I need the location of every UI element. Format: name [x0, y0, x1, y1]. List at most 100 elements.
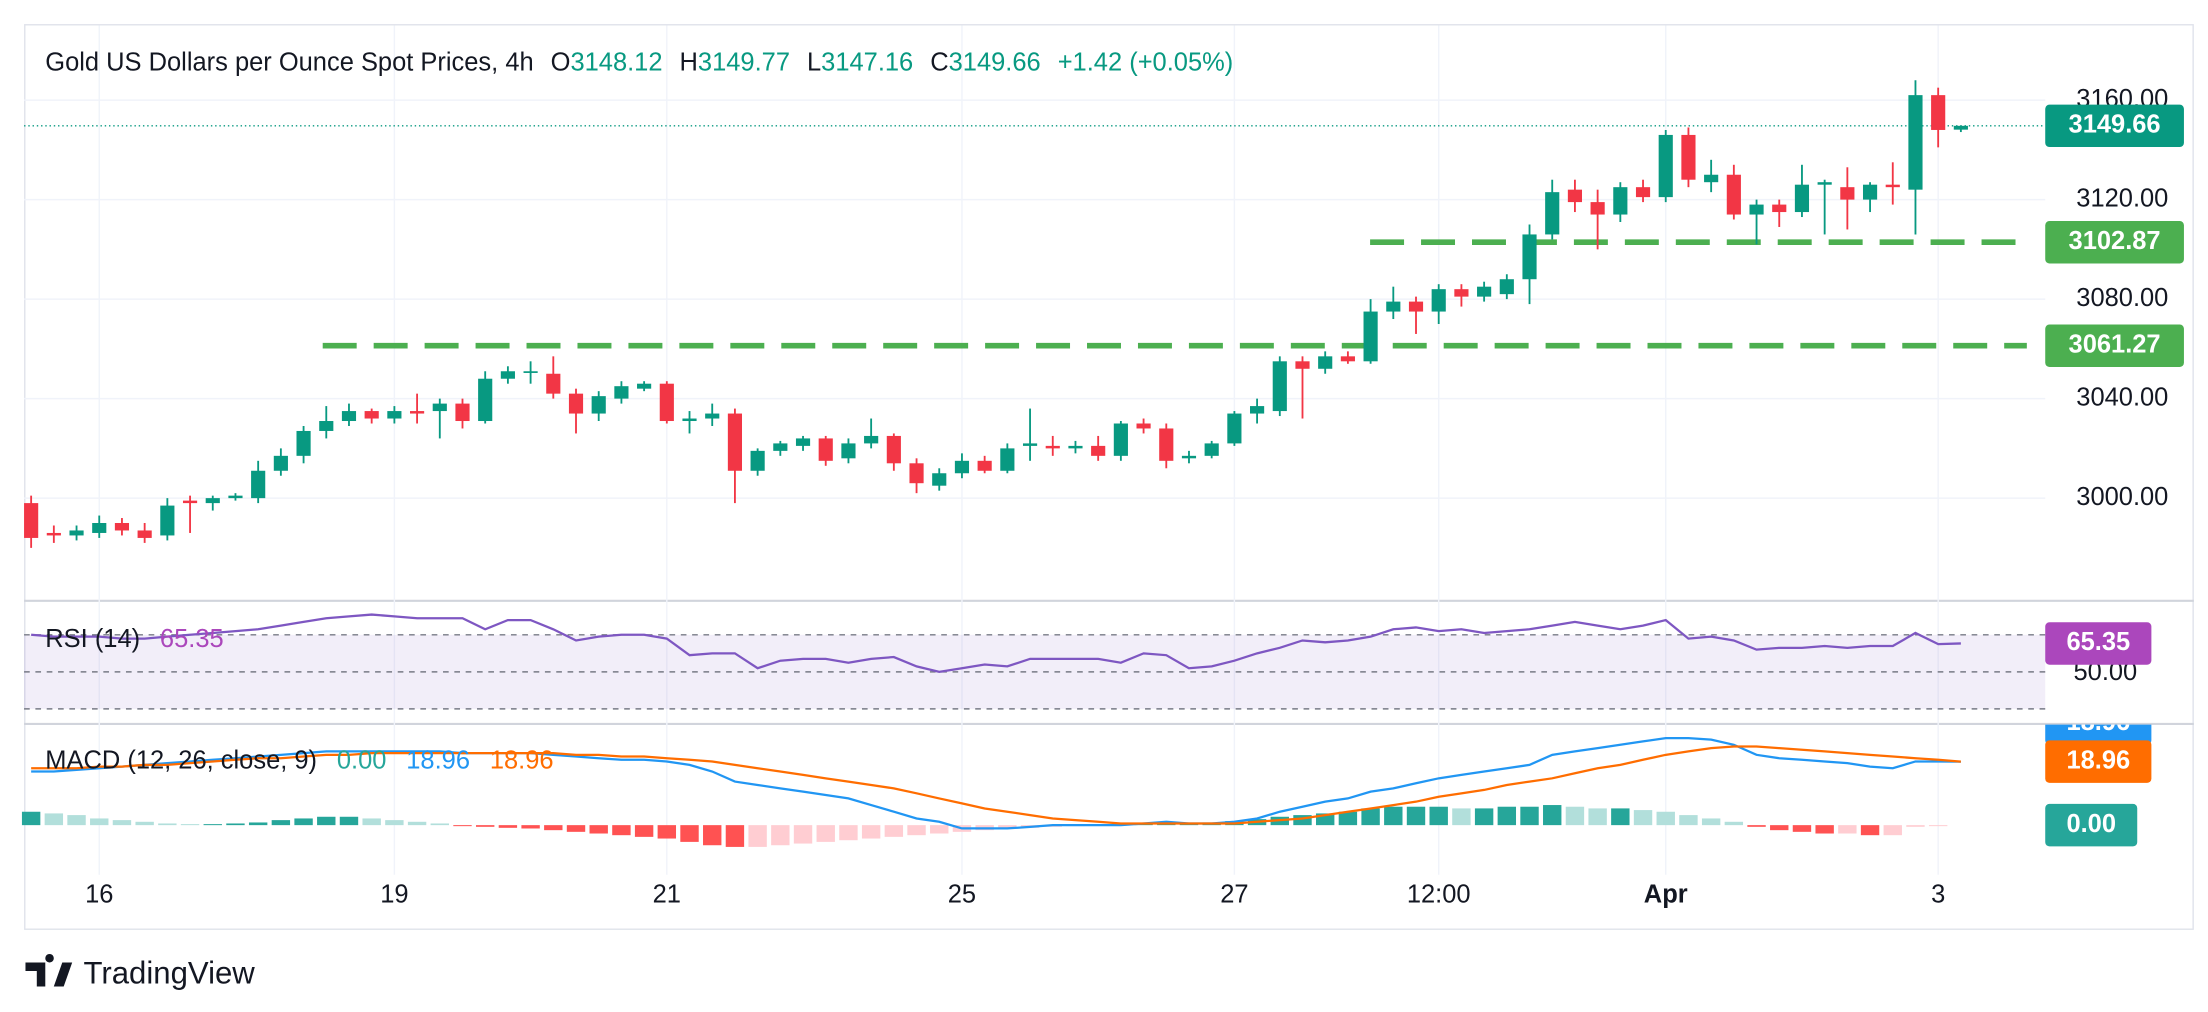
macd-histogram-bar — [816, 825, 835, 842]
macd-histogram-bar — [1429, 806, 1448, 826]
macd-histogram-bar — [771, 825, 790, 846]
macd-histogram-bar — [1815, 825, 1834, 834]
candle-body — [114, 523, 130, 531]
candle-body — [864, 435, 879, 444]
candle-body — [614, 386, 629, 399]
macd-histogram-bar — [998, 825, 1017, 829]
macd-histogram-bar — [1134, 824, 1153, 826]
last-price-label-text: 3149.66 — [2069, 111, 2161, 139]
macd-histogram-bar — [703, 825, 722, 846]
candle-body — [1681, 134, 1696, 180]
x-tick-label: 16 — [85, 881, 113, 909]
brand-logo: TradingView — [25, 953, 255, 990]
macd-histogram-bar — [453, 825, 472, 827]
candle-body — [818, 438, 833, 461]
level-label-box — [2045, 324, 2184, 367]
x-tick-label: 21 — [653, 881, 681, 909]
macd-histogram-bar — [135, 821, 154, 826]
candle-body — [1136, 423, 1151, 429]
macd-histogram-bar — [158, 823, 177, 826]
candle-body — [637, 383, 652, 389]
macd-histogram-bar — [907, 825, 926, 836]
series-last: 18.96 — [490, 746, 554, 774]
candle-body — [886, 435, 901, 464]
candle-body — [1499, 279, 1514, 295]
macd-histogram-bar — [339, 816, 359, 826]
candle-body — [1477, 286, 1492, 297]
macd-histogram-bar — [203, 824, 222, 826]
candle-body — [795, 438, 811, 446]
candle-body — [1181, 455, 1197, 459]
macd-histogram-bar — [1747, 825, 1766, 827]
macd-histogram-bar — [248, 822, 268, 826]
y-tick-label: 3120.00 — [2076, 184, 2168, 212]
candle-body — [1749, 204, 1764, 215]
candle-body — [319, 421, 334, 431]
macd-histogram-bar — [1565, 806, 1585, 826]
macd-histogram-bar — [725, 825, 745, 847]
candle-body — [932, 473, 947, 486]
macd-histogram-bar — [930, 825, 949, 834]
macd-histogram-bar — [1497, 806, 1517, 826]
macd-histogram-bar — [1656, 811, 1675, 826]
y-tick-label: 3040.00 — [2076, 383, 2168, 411]
macd-histogram-bar — [385, 820, 404, 826]
macd-histogram-bar — [1701, 818, 1721, 826]
x-tick-label: 12:00 — [1407, 881, 1471, 909]
candle-body — [546, 373, 561, 394]
grid — [24, 25, 2046, 875]
candle-body — [1159, 428, 1174, 461]
rsi-line — [31, 613, 1961, 674]
last-price-label-box — [2045, 104, 2184, 148]
macd-legend: MACD (12, 26, close, 9) 0.00 18.96 18.96 — [45, 746, 553, 774]
ohlc-value: 3149.77 — [698, 48, 790, 76]
signal-value-label-text: 18.96 — [2066, 746, 2130, 774]
candle-body — [591, 396, 606, 414]
candle-body — [1363, 311, 1378, 362]
macd-histogram-bar — [1838, 825, 1857, 834]
macd-histogram-bar — [1293, 815, 1312, 826]
macd-histogram-bar — [1406, 806, 1426, 826]
macd-histogram-bar — [1338, 811, 1358, 826]
ohlc-value: 3149.66 — [949, 48, 1041, 76]
macd-histogram-bar — [1633, 810, 1653, 826]
macd-histogram-bar — [884, 825, 904, 837]
candle-body — [1045, 445, 1060, 449]
macd-value-label-text: 18.96 — [2066, 708, 2130, 736]
candle-body — [1272, 361, 1287, 412]
candle-body — [1817, 182, 1832, 185]
chart-title: Gold US Dollars per Ounce Spot Prices, 4… — [45, 48, 533, 76]
macd-histogram-bar — [407, 821, 427, 826]
logo-mark — [25, 953, 73, 987]
x-tick-label: 25 — [948, 881, 976, 909]
candle-body — [46, 532, 61, 536]
macd-value-labels: 18.96 18.96 0.00 — [2045, 708, 2152, 847]
candle-body — [568, 393, 584, 414]
candle-body — [1772, 204, 1787, 213]
macd-histogram-bar — [521, 825, 540, 829]
series-last: 18.96 — [406, 746, 470, 774]
candle-body — [682, 418, 697, 422]
ohlc-value: 3147.16 — [821, 48, 913, 76]
ohlc-key: H — [680, 48, 698, 76]
candle-body — [750, 450, 765, 471]
candle-body — [1091, 445, 1106, 456]
macd-histogram-bar — [317, 816, 336, 826]
candle-body — [1000, 448, 1015, 471]
rsi-value-label-box — [2045, 622, 2152, 665]
candle-body — [160, 505, 175, 536]
candle-body — [1545, 192, 1560, 235]
macd-histogram-bar — [271, 820, 291, 826]
candle-body — [1022, 443, 1038, 446]
macd-histogram-bar — [839, 825, 858, 841]
macd-histogram-bar — [112, 820, 132, 826]
histogram-value-label-text: 0.00 — [2066, 810, 2116, 838]
chart-frame — [24, 24, 2194, 930]
macd-histogram-bar — [1384, 806, 1403, 826]
candle-body — [1522, 234, 1537, 280]
macd-histogram-bar — [634, 825, 654, 837]
macd-histogram-bar — [90, 818, 109, 826]
candle-body — [1204, 443, 1219, 456]
price-pane — [24, 80, 2046, 548]
